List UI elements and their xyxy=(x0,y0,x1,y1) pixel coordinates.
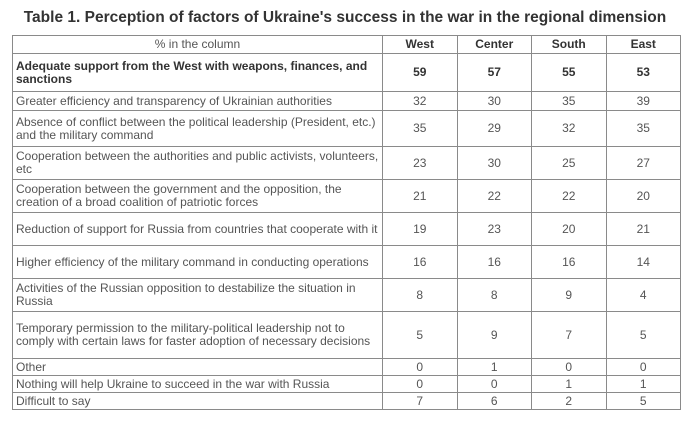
table-row: Absence of conflict between the politica… xyxy=(12,110,681,147)
cell-west: 16 xyxy=(382,245,458,279)
column-header-center: Center xyxy=(456,35,532,54)
cell-west: 35 xyxy=(382,110,458,147)
cell-east: 5 xyxy=(605,311,681,359)
table-row: Cooperation between the authorities and … xyxy=(12,146,681,180)
table-row: Other 0 1 0 0 xyxy=(12,358,681,376)
table-row: Greater efficiency and transparency of U… xyxy=(12,91,681,111)
row-label: Cooperation between the authorities and … xyxy=(12,146,383,180)
cell-center: 29 xyxy=(456,110,532,147)
table-row: Nothing will help Ukraine to succeed in … xyxy=(12,375,681,393)
cell-east: 5 xyxy=(605,392,681,410)
cell-center: 16 xyxy=(456,245,532,279)
cell-center: 0 xyxy=(456,375,532,393)
cell-east: 0 xyxy=(605,358,681,376)
cell-south: 9 xyxy=(531,278,607,312)
row-label: Other xyxy=(12,358,383,376)
cell-east: 20 xyxy=(605,179,681,213)
cell-center: 9 xyxy=(456,311,532,359)
table-row: Difficult to say 7 6 2 5 xyxy=(12,392,681,410)
data-table: % in the column West Center South East A… xyxy=(12,35,681,410)
cell-center: 30 xyxy=(456,91,532,111)
cell-south: 0 xyxy=(531,358,607,376)
cell-center: 1 xyxy=(456,358,532,376)
row-label: Nothing will help Ukraine to succeed in … xyxy=(12,375,383,393)
row-label: Absence of conflict between the politica… xyxy=(12,110,383,147)
table-row: Adequate support from the West with weap… xyxy=(12,53,681,92)
column-header-south: South xyxy=(531,35,607,54)
cell-east: 53 xyxy=(605,53,681,92)
cell-south: 16 xyxy=(531,245,607,279)
cell-west: 19 xyxy=(382,212,458,246)
cell-south: 7 xyxy=(531,311,607,359)
cell-west: 8 xyxy=(382,278,458,312)
cell-east: 21 xyxy=(605,212,681,246)
row-label: Difficult to say xyxy=(12,392,383,410)
table-title: Table 1. Perception of factors of Ukrain… xyxy=(23,9,667,26)
cell-south: 20 xyxy=(531,212,607,246)
cell-south: 35 xyxy=(531,91,607,111)
cell-west: 0 xyxy=(382,358,458,376)
column-header-west: West xyxy=(382,35,458,54)
table-row: Reduction of support for Russia from cou… xyxy=(12,212,681,246)
cell-south: 1 xyxy=(531,375,607,393)
cell-east: 35 xyxy=(605,110,681,147)
table-row: Cooperation between the government and t… xyxy=(12,179,681,213)
column-header-east: East xyxy=(605,35,681,54)
row-label: Cooperation between the government and t… xyxy=(12,179,383,213)
table-row: Higher efficiency of the military comman… xyxy=(12,245,681,279)
header-label: % in the column xyxy=(12,35,383,54)
cell-center: 30 xyxy=(456,146,532,180)
cell-south: 25 xyxy=(531,146,607,180)
cell-south: 55 xyxy=(531,53,607,92)
cell-east: 14 xyxy=(605,245,681,279)
cell-west: 0 xyxy=(382,375,458,393)
table-row: Temporary permission to the military-pol… xyxy=(12,311,681,359)
cell-east: 1 xyxy=(605,375,681,393)
header-row: % in the column West Center South East xyxy=(12,35,681,54)
row-label: Higher efficiency of the military comman… xyxy=(12,245,383,279)
cell-east: 39 xyxy=(605,91,681,111)
cell-center: 57 xyxy=(456,53,532,92)
row-label: Temporary permission to the military-pol… xyxy=(12,311,383,359)
row-label: Activities of the Russian opposition to … xyxy=(12,278,383,312)
cell-west: 5 xyxy=(382,311,458,359)
row-label: Reduction of support for Russia from cou… xyxy=(12,212,383,246)
cell-south: 2 xyxy=(531,392,607,410)
cell-west: 7 xyxy=(382,392,458,410)
cell-center: 23 xyxy=(456,212,532,246)
cell-center: 22 xyxy=(456,179,532,213)
cell-west: 32 xyxy=(382,91,458,111)
cell-west: 21 xyxy=(382,179,458,213)
cell-east: 27 xyxy=(605,146,681,180)
cell-center: 6 xyxy=(456,392,532,410)
cell-south: 32 xyxy=(531,110,607,147)
cell-west: 59 xyxy=(382,53,458,92)
row-label: Adequate support from the West with weap… xyxy=(12,53,383,92)
cell-east: 4 xyxy=(605,278,681,312)
row-label: Greater efficiency and transparency of U… xyxy=(12,91,383,111)
cell-west: 23 xyxy=(382,146,458,180)
cell-center: 8 xyxy=(456,278,532,312)
cell-south: 22 xyxy=(531,179,607,213)
table-row: Activities of the Russian opposition to … xyxy=(12,278,681,312)
